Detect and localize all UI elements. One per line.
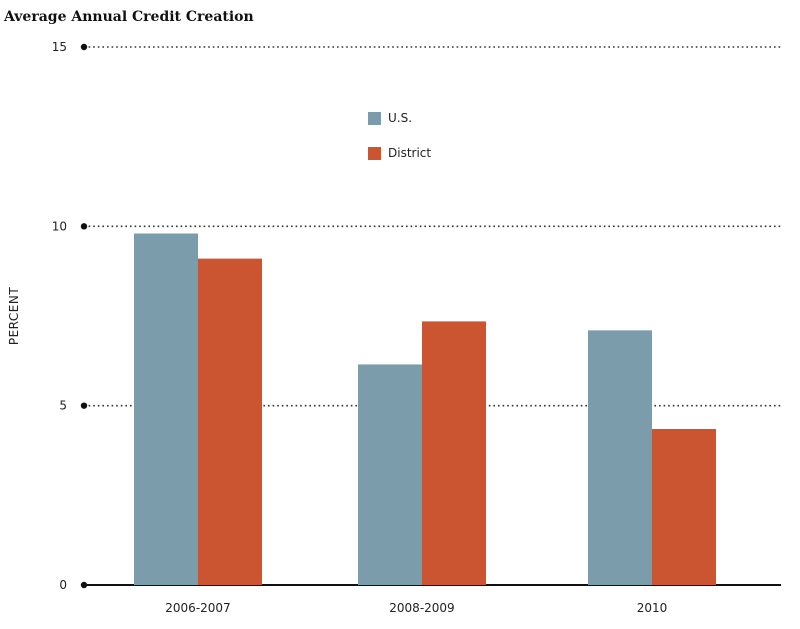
x-tick-label: 2006-2007 bbox=[165, 601, 230, 615]
chart-title: Average Annual Credit Creation bbox=[3, 9, 254, 25]
legend-label: U.S. bbox=[388, 111, 412, 125]
y-tick-label: 5 bbox=[59, 399, 67, 413]
legend-swatch bbox=[368, 147, 381, 160]
legend-label: District bbox=[388, 146, 431, 160]
bar-district-2006-2007 bbox=[198, 258, 262, 585]
bar-us-2008-2009 bbox=[358, 364, 422, 585]
bar-district-2010 bbox=[652, 428, 716, 585]
y-tick-label: 0 bbox=[59, 578, 67, 592]
x-tick-labels: 2006-2007 2008-2009 2010 bbox=[165, 601, 667, 615]
y-tick-labels: 0 5 10 15 bbox=[52, 40, 67, 592]
x-tick-label: 2010 bbox=[637, 601, 668, 615]
x-tick-label: 2008-2009 bbox=[389, 601, 454, 615]
tick-dot bbox=[80, 43, 88, 51]
bar-district-2008-2009 bbox=[422, 321, 486, 585]
legend: U.S. District bbox=[368, 111, 431, 160]
legend-swatch bbox=[368, 112, 381, 125]
y-tick-label: 10 bbox=[52, 219, 67, 233]
tick-dot bbox=[80, 223, 88, 230]
tick-dot bbox=[80, 402, 88, 409]
bar-us-2006-2007 bbox=[134, 233, 198, 586]
bar-us-2010 bbox=[588, 330, 652, 585]
y-axis-label: PERCENT bbox=[7, 287, 21, 345]
bars bbox=[134, 233, 716, 586]
y-tick-label: 15 bbox=[52, 40, 67, 54]
